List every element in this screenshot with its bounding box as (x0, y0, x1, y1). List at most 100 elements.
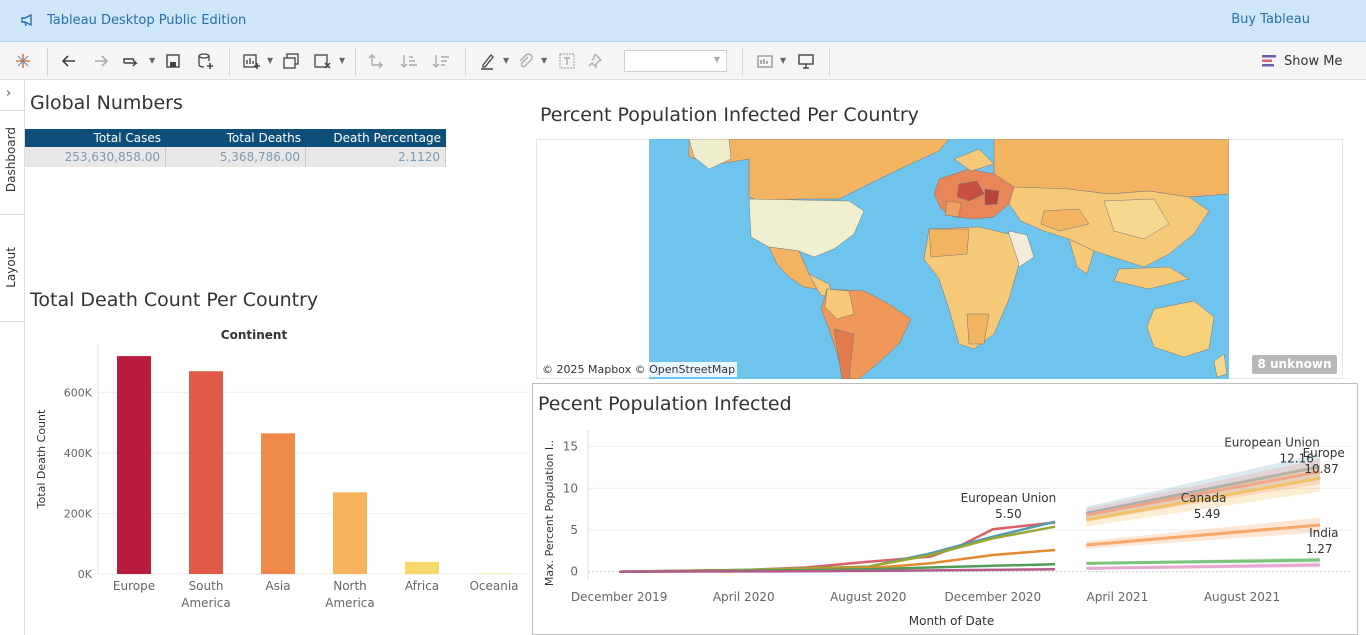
y-tick-label: 0 (570, 565, 578, 579)
x-tick-label: August 2020 (830, 590, 906, 604)
annotation-value: 5.50 (995, 507, 1022, 521)
header-total-deaths[interactable]: Total Deaths (226, 131, 301, 145)
global-numbers-title: Global Numbers (30, 92, 183, 114)
x-axis-title: Month of Date (909, 614, 995, 628)
forecast-line[interactable] (1085, 465, 1321, 515)
annotation-value: 12.16 (1279, 451, 1313, 465)
y-axis-title: Total Death Count (35, 409, 48, 509)
infected-chart-title: Pecent Population Infected (538, 393, 792, 415)
x-tick-label: August 2021 (1204, 590, 1280, 604)
y-tick-label: 5 (570, 523, 578, 537)
forecast-line[interactable] (1086, 476, 1321, 522)
new-data-source-icon[interactable] (194, 50, 216, 72)
clear-sheet-icon[interactable] (311, 50, 333, 72)
x-tick-label: April 2020 (713, 590, 775, 604)
duplicate-sheet-icon[interactable] (280, 50, 302, 72)
death-count-title: Total Death Count Per Country (30, 289, 319, 311)
x-tick-label: America (181, 596, 231, 610)
x-tick-label: Oceania (469, 579, 518, 593)
new-worksheet-icon[interactable] (240, 50, 262, 72)
toolbar: ▼ ▼ ▼ ▼ ▼ ▼ ▼ Show Me (0, 42, 1366, 80)
sort-descending-icon[interactable] (430, 50, 452, 72)
choropleth-map[interactable] (649, 139, 1229, 379)
redo-icon[interactable] (120, 50, 142, 72)
highlight-pen-icon[interactable] (476, 50, 498, 72)
save-icon[interactable] (162, 50, 184, 72)
header-death-percentage[interactable]: Death Percentage (333, 131, 441, 145)
text-label-icon[interactable] (556, 50, 578, 72)
show-me-button[interactable]: Show Me (1262, 51, 1342, 71)
y-tick-label: 600K (64, 386, 93, 399)
show-cards-icon[interactable] (754, 50, 776, 72)
table-row[interactable]: 253,630,858.00 5,368,786.00 2.1120 (25, 147, 446, 167)
cell-total-cases: 253,630,858.00 (25, 147, 166, 167)
tableau-logo-icon[interactable] (12, 50, 34, 72)
bar-africa[interactable] (405, 561, 439, 574)
y-tick-label: 0K (78, 568, 93, 581)
chevron-right-icon[interactable]: › (6, 86, 12, 101)
bar-asia[interactable] (261, 433, 295, 574)
x-tick-label: Europe (113, 579, 155, 593)
x-tick-label: South (189, 579, 224, 593)
bar-north-america[interactable] (333, 492, 367, 574)
pin-icon[interactable] (586, 50, 608, 72)
x-tick-label: Africa (405, 579, 439, 593)
swap-rows-columns-icon[interactable] (366, 50, 388, 72)
x-tick-label: December 2019 (571, 590, 668, 604)
tab-dashboard-label: Dashboard (4, 127, 18, 193)
series-line[interactable] (619, 567, 1056, 573)
forecast-line[interactable] (1086, 563, 1320, 570)
annotation-value: 10.87 (1304, 462, 1338, 476)
x-tick-label: North (333, 579, 367, 593)
annotation-label: Canada (1181, 491, 1227, 505)
x-tick-label: Asia (265, 579, 290, 593)
x-tick-label: America (325, 596, 375, 610)
tab-dashboard[interactable]: Dashboard (0, 110, 25, 215)
cell-total-deaths: 5,368,786.00 (166, 147, 306, 167)
map-region-mexico (768, 246, 818, 290)
show-me-icon (1262, 55, 1276, 67)
global-numbers-table: Total Cases Total Deaths Death Percentag… (25, 129, 446, 167)
presentation-mode-icon[interactable] (795, 50, 817, 72)
unknown-locations-badge[interactable]: 8 unknown (1252, 355, 1337, 374)
cell-death-percentage: 2.1120 (306, 147, 446, 167)
forecast-line[interactable] (1086, 523, 1320, 547)
forecast-band (1086, 517, 1320, 549)
annotation-label: India (1309, 526, 1338, 540)
app-header: Tableau Desktop Public Edition Buy Table… (0, 0, 1366, 42)
forecast-band (1086, 459, 1320, 522)
tab-layout-label: Layout (4, 247, 18, 288)
paperclip-icon[interactable] (514, 50, 536, 72)
map-region-usa (748, 198, 865, 258)
sort-ascending-icon[interactable] (398, 50, 420, 72)
map-attribution[interactable]: © 2025 Mapbox © OpenStreetMap (540, 362, 738, 377)
bar-south-america[interactable] (189, 371, 223, 574)
header-total-cases[interactable]: Total Cases (93, 131, 161, 145)
bar-oceania[interactable] (477, 573, 511, 574)
forecast-band (1086, 465, 1320, 527)
forecast-line[interactable] (1086, 558, 1320, 565)
y-axis-title: Max. Percent Population I.. (543, 440, 556, 586)
death-count-bar-chart[interactable]: Continent 0K 200K 400K 600K Total Death Count… (25, 322, 533, 622)
infected-line-chart[interactable]: 0 5 10 15 Max. Percent Population I.. Decembe… (533, 420, 1356, 633)
annotation-label: European Union (961, 491, 1057, 505)
megaphone-icon (21, 13, 32, 27)
fit-dropdown[interactable]: ▼ (624, 50, 727, 72)
buy-tableau-link[interactable]: Buy Tableau (1231, 12, 1310, 27)
app-title: Tableau Desktop Public Edition (47, 13, 247, 28)
annotation-label: Europe (1303, 446, 1345, 460)
bar-europe[interactable] (117, 356, 151, 574)
y-tick-label: 200K (64, 507, 93, 520)
annotation-value: 1.27 (1306, 542, 1333, 556)
annotation-label: European Union (1224, 435, 1320, 449)
y-tick-label: 15 (563, 440, 578, 454)
back-arrow-icon[interactable] (58, 50, 80, 72)
forecast-line[interactable] (1086, 470, 1321, 517)
table-header-row: Total Cases Total Deaths Death Percentag… (25, 129, 446, 147)
y-tick-label: 400K (64, 447, 93, 460)
forward-arrow-icon[interactable] (90, 50, 112, 72)
dashboard-side-pane: › Dashboard Layout (0, 80, 25, 635)
map-region-australia (1146, 300, 1215, 358)
x-tick-label: December 2020 (945, 590, 1042, 604)
tab-layout[interactable]: Layout (0, 215, 25, 322)
